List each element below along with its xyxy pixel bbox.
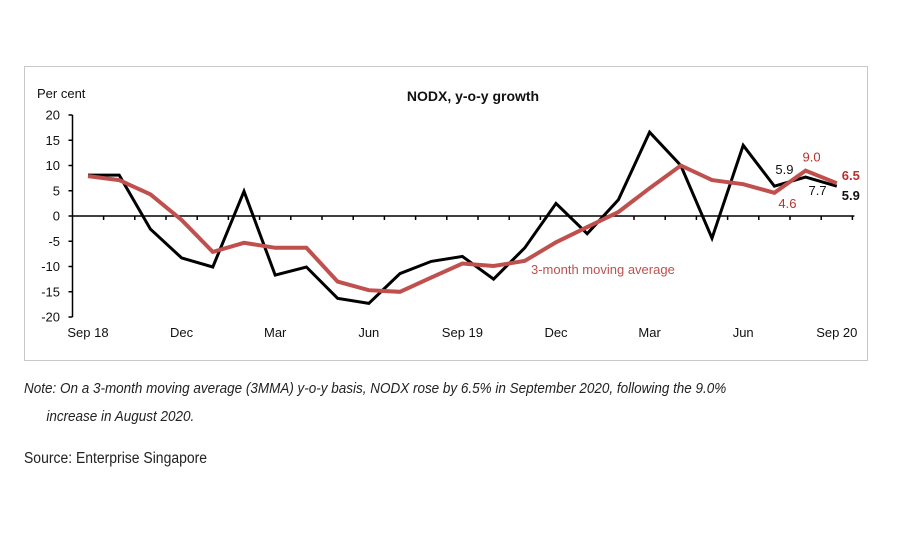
y-tick-label: 5 xyxy=(53,183,60,198)
series-layer xyxy=(87,129,838,306)
data-label-nodx: 5.9 xyxy=(842,188,860,203)
annotations-layer: 5.9 7.7 5.9 4.6 9.0 6.5 xyxy=(775,150,859,211)
chart-note: Note: On a 3-month moving average (3MMA)… xyxy=(24,375,815,431)
y-tick-label: -5 xyxy=(48,234,60,249)
data-label-3mma: 9.0 xyxy=(803,150,821,165)
x-tick-label: Sep 18 xyxy=(67,325,108,340)
x-tick-label: Mar xyxy=(638,325,661,340)
legend-label-3mma: 3-month moving average xyxy=(531,262,675,277)
y-tick-label: 15 xyxy=(46,133,60,148)
axes: 20 15 10 5 0 -5 -10 -15 -20 Sep 18 Dec Mar Jun Sep 19… xyxy=(41,108,857,341)
y-tick-label: -15 xyxy=(41,284,60,299)
y-tick-label: 0 xyxy=(53,209,60,224)
series-line-nodx xyxy=(88,129,838,306)
chart-title: NODX, y-o-y growth xyxy=(407,88,539,104)
data-label-3mma: 4.6 xyxy=(778,196,796,211)
x-tick-label: Dec xyxy=(170,325,194,340)
note-line-1: Note: On a 3-month moving average (3MMA)… xyxy=(24,381,727,397)
data-label-3mma: 6.5 xyxy=(842,168,860,183)
y-tick-label: -10 xyxy=(41,259,60,274)
nodx-line-chart: Per cent NODX, y-o-y growth 20 15 10 5 0 -5 -1… xyxy=(37,86,860,341)
x-tick-label: Jun xyxy=(733,325,754,340)
y-tick-label: 20 xyxy=(46,108,60,123)
data-label-nodx: 7.7 xyxy=(809,183,827,198)
x-tick-label: Sep 20 xyxy=(816,325,857,340)
x-tick-label: Mar xyxy=(264,325,287,340)
x-tick-label: Sep 19 xyxy=(442,325,483,340)
data-label-nodx: 5.9 xyxy=(775,162,793,177)
chart-frame: Per cent NODX, y-o-y growth 20 15 10 5 0 -5 -1… xyxy=(24,66,868,361)
series-line-3mma xyxy=(87,163,838,294)
source-text: Source: Enterprise Singapore xyxy=(24,450,208,467)
x-tick-label: Dec xyxy=(544,325,568,340)
y-axis-label: Per cent xyxy=(37,86,86,101)
note-line-2: increase in August 2020. xyxy=(46,409,195,425)
y-tick-label: 10 xyxy=(46,158,60,173)
x-tick-label: Jun xyxy=(358,325,379,340)
y-tick-label: -20 xyxy=(41,310,60,325)
